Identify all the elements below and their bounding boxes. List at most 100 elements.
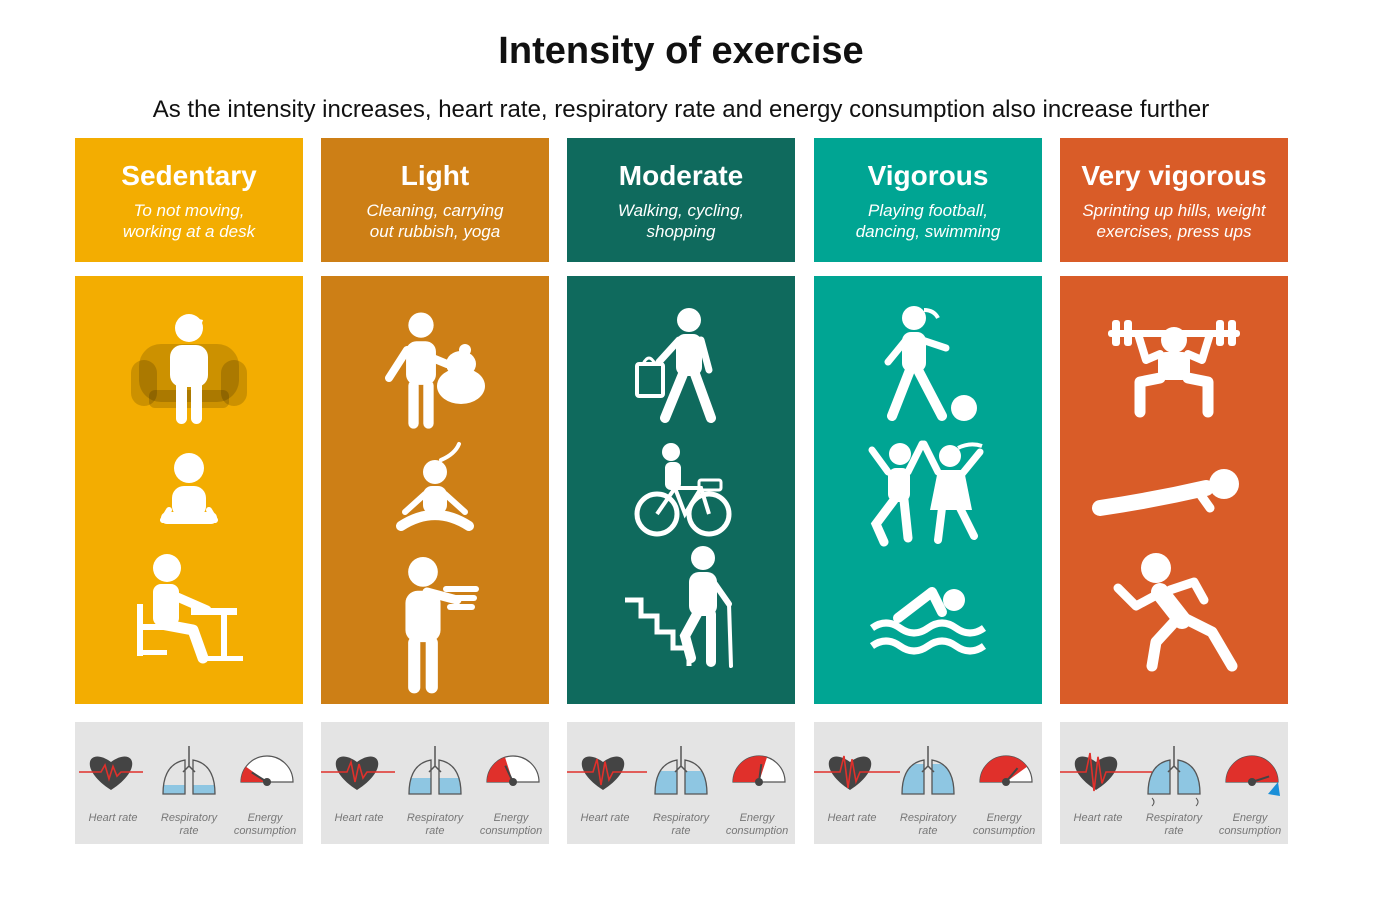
intensity-examples: Playing football, dancing, swimming xyxy=(814,200,1042,242)
pictogram-panel xyxy=(321,276,549,704)
energy-consumption-label: Energy consumption xyxy=(227,812,303,838)
respiratory-rate-label: Respiratory rate xyxy=(890,812,966,838)
walking-with-bag-icon xyxy=(635,308,716,423)
pictogram-panel xyxy=(814,276,1042,704)
energy-consumption-icon xyxy=(486,755,540,786)
energy-label-line-2: consumption xyxy=(479,825,543,837)
energy-consumption-label: Energy consumption xyxy=(719,812,795,838)
page-subtitle: As the intensity increases, heart rate, … xyxy=(152,96,1210,123)
energy-label-line-1: Energy xyxy=(986,812,1022,824)
carrying-dishes-icon xyxy=(405,557,479,694)
energy-label-line-1: Energy xyxy=(247,812,283,824)
examples-line-2: working at a desk xyxy=(122,222,256,241)
energy-consumption-label: Energy consumption xyxy=(1212,812,1288,838)
indicator-panel: Heart rate Respiratory rate Energy consu… xyxy=(1060,722,1288,844)
examples-line-2: dancing, swimming xyxy=(855,222,1001,241)
dancing-icon xyxy=(868,440,984,547)
respiratory-label-line-2: rate xyxy=(671,825,691,837)
respiratory-label-line-1: Respiratory xyxy=(899,812,957,824)
energy-label-line-2: consumption xyxy=(233,825,297,837)
respiratory-rate-icon xyxy=(654,746,708,795)
weight-lifting-icon xyxy=(1108,320,1240,418)
examples-line-1: Sprinting up hills, weight xyxy=(1082,201,1266,220)
examples-line-2: out rubbish, yoga xyxy=(369,222,501,241)
examples-line-1: To not moving, xyxy=(133,201,245,220)
heart-rate-label: Heart rate xyxy=(88,812,138,824)
energy-label-line-2: consumption xyxy=(725,825,789,837)
energy-label-line-2: consumption xyxy=(972,825,1036,837)
energy-consumption-icon xyxy=(979,755,1033,786)
energy-label-line-1: Energy xyxy=(493,812,529,824)
heart-rate-icon xyxy=(321,756,395,790)
intensity-name: Vigorous xyxy=(867,160,989,191)
intensity-name: Sedentary xyxy=(121,160,257,191)
energy-label-line-1: Energy xyxy=(1232,812,1268,824)
column-header: Light Cleaning, carrying out rubbish, yo… xyxy=(321,138,549,262)
heart-rate-label: Heart rate xyxy=(1073,812,1123,824)
swimming-icon xyxy=(869,587,987,655)
indicator-panel: Heart rate Respiratory rate Energy consu… xyxy=(75,722,303,844)
heart-rate-icon xyxy=(567,756,647,790)
respiratory-label-line-2: rate xyxy=(179,825,199,837)
respiratory-rate-icon xyxy=(1147,746,1201,807)
pictogram-panel xyxy=(567,276,795,704)
sitting-in-armchair-icon xyxy=(131,314,247,424)
heart-rate-label: Heart rate xyxy=(334,812,384,824)
yoga-pose-icon xyxy=(396,442,474,531)
intensity-examples: Cleaning, carrying out rubbish, yoga xyxy=(321,200,549,242)
heart-rate-label: Heart rate xyxy=(580,812,630,824)
respiratory-rate-label: Respiratory rate xyxy=(643,812,719,838)
column-header: Moderate Walking, cycling, shopping xyxy=(567,138,795,262)
intensity-examples: To not moving, working at a desk xyxy=(75,200,303,242)
examples-line-2: exercises, press ups xyxy=(1096,222,1252,241)
press-up-icon xyxy=(1092,469,1239,516)
energy-consumption-icon xyxy=(240,755,294,786)
indicator-panel: Heart rate Respiratory rate Energy consu… xyxy=(814,722,1042,844)
respiratory-rate-label: Respiratory rate xyxy=(397,812,473,838)
respiratory-label-line-2: rate xyxy=(425,825,445,837)
respiratory-label-line-1: Respiratory xyxy=(160,812,218,824)
column-header: Sedentary To not moving, working at a de… xyxy=(75,138,303,262)
intensity-name: Light xyxy=(400,160,470,191)
examples-line-1: Cleaning, carrying xyxy=(366,201,504,220)
energy-consumption-icon xyxy=(732,755,786,786)
respiratory-rate-icon xyxy=(901,746,955,795)
heart-rate-icon xyxy=(814,755,900,790)
respiratory-rate-icon xyxy=(408,746,462,795)
pictogram-panel xyxy=(75,276,303,704)
climbing-stairs-icon xyxy=(625,546,733,668)
respiratory-rate-label: Respiratory rate xyxy=(1136,812,1212,838)
column-header: Vigorous Playing football, dancing, swim… xyxy=(814,138,1042,262)
cross-legged-sitting-icon xyxy=(160,453,218,524)
indicator-panel: Heart rate Respiratory rate Energy consu… xyxy=(321,722,549,844)
heart-rate-icon xyxy=(1060,752,1152,792)
energy-consumption-icon xyxy=(1225,755,1280,796)
intensity-examples: Walking, cycling, shopping xyxy=(567,200,795,242)
examples-line-1: Playing football, xyxy=(867,201,989,220)
respiratory-label-line-1: Respiratory xyxy=(652,812,710,824)
examples-line-1: Walking, cycling, xyxy=(617,201,745,220)
examples-line-2: shopping xyxy=(646,222,716,241)
heart-rate-label: Heart rate xyxy=(827,812,877,824)
cycling-icon xyxy=(634,443,732,537)
intensity-name: Very vigorous xyxy=(1081,160,1267,191)
respiratory-label-line-1: Respiratory xyxy=(406,812,464,824)
playing-football-icon xyxy=(884,306,977,421)
respiratory-rate-label: Respiratory rate xyxy=(151,812,227,838)
respiratory-label-line-2: rate xyxy=(1164,825,1184,837)
energy-consumption-label: Energy consumption xyxy=(966,812,1042,838)
respiratory-label-line-2: rate xyxy=(918,825,938,837)
page-title: Intensity of exercise xyxy=(498,30,864,72)
carrying-rubbish-bag-icon xyxy=(385,312,485,429)
respiratory-label-line-1: Respiratory xyxy=(1145,812,1203,824)
pictogram-panel xyxy=(1060,276,1288,704)
energy-label-line-2: consumption xyxy=(1218,825,1282,837)
intensity-examples: Sprinting up hills, weight exercises, pr… xyxy=(1060,200,1288,242)
energy-label-line-1: Energy xyxy=(739,812,775,824)
sprinting-icon xyxy=(1113,553,1238,672)
column-header: Very vigorous Sprinting up hills, weight… xyxy=(1060,138,1288,262)
heart-rate-icon xyxy=(79,756,143,790)
intensity-name: Moderate xyxy=(618,160,744,191)
indicator-panel: Heart rate Respiratory rate Energy consu… xyxy=(567,722,795,844)
energy-consumption-label: Energy consumption xyxy=(473,812,549,838)
